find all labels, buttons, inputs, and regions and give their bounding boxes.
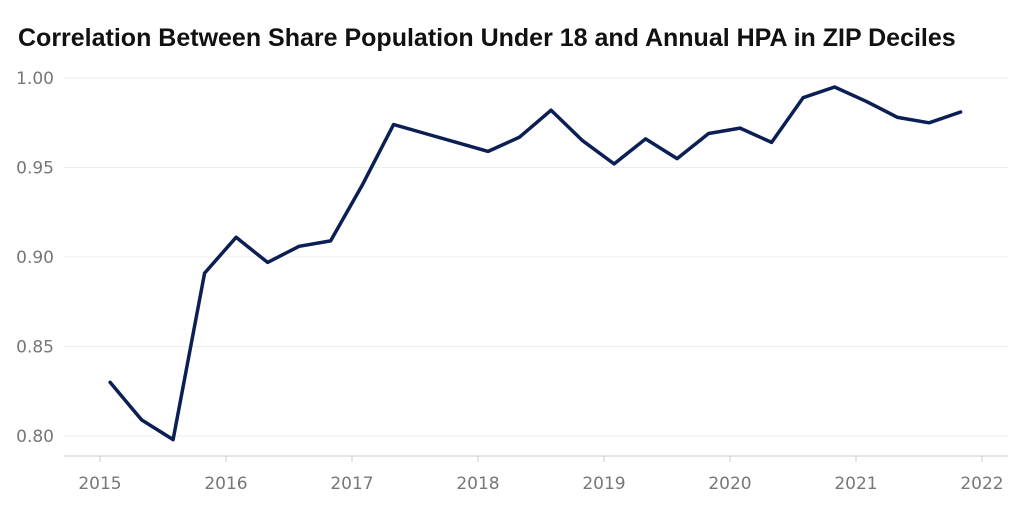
x-tick-label: 2019 — [582, 474, 625, 494]
data-point — [581, 139, 585, 143]
y-tick-label: 1.00 — [16, 69, 54, 89]
data-point — [927, 121, 931, 125]
x-tick-label: 2020 — [708, 474, 751, 494]
data-point — [959, 110, 963, 114]
y-tick-label: 0.90 — [16, 248, 54, 268]
data-point — [486, 149, 490, 153]
data-point — [896, 115, 900, 119]
data-point — [423, 131, 427, 135]
data-point — [171, 438, 175, 442]
data-point — [360, 183, 364, 187]
data-point — [612, 162, 616, 166]
data-point — [707, 131, 711, 135]
y-tick-label: 0.80 — [16, 427, 54, 447]
data-point — [644, 137, 648, 141]
data-point — [518, 135, 522, 139]
data-point — [266, 260, 270, 264]
data-point — [297, 244, 301, 248]
x-axis: 2015 2016 2017 2018 2019 2020 2021 2022 — [64, 455, 1008, 494]
series-layer — [108, 85, 963, 442]
x-tick-label: 2021 — [834, 474, 877, 494]
gridlines — [64, 77, 1008, 437]
x-tick-label: 2016 — [204, 474, 247, 494]
chart-title: Correlation Between Share Population Und… — [18, 24, 956, 52]
y-axis-ticks: 0.80 0.85 0.90 0.95 1.00 — [16, 69, 54, 447]
data-point — [770, 140, 774, 144]
data-point — [329, 239, 333, 243]
y-tick-label: 0.95 — [16, 159, 54, 179]
data-point — [738, 126, 742, 130]
data-point — [108, 380, 112, 384]
x-tick-label: 2022 — [960, 474, 1003, 494]
data-point — [549, 108, 553, 112]
x-tick-label: 2015 — [78, 474, 121, 494]
data-point — [833, 85, 837, 89]
data-point — [234, 235, 238, 239]
data-point — [392, 123, 396, 127]
data-point — [675, 157, 679, 161]
data-point — [801, 96, 805, 100]
series-line — [108, 85, 963, 442]
data-point — [455, 140, 459, 144]
data-point — [203, 271, 207, 275]
x-tick-label: 2017 — [330, 474, 373, 494]
y-tick-label: 0.85 — [16, 338, 54, 358]
data-point — [864, 99, 868, 103]
data-point — [140, 418, 144, 422]
x-tick-label: 2018 — [456, 474, 499, 494]
